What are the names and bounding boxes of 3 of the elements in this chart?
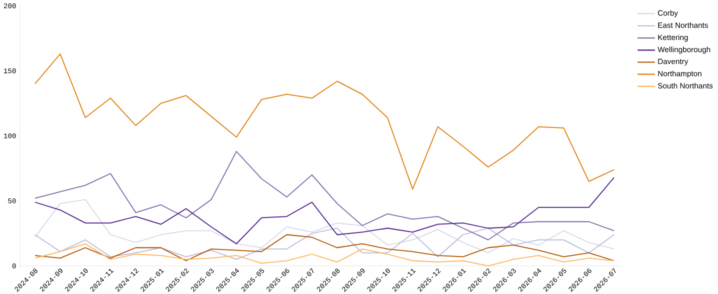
line-series — [34, 228, 615, 260]
line-series — [34, 243, 615, 267]
line-series — [34, 199, 615, 254]
